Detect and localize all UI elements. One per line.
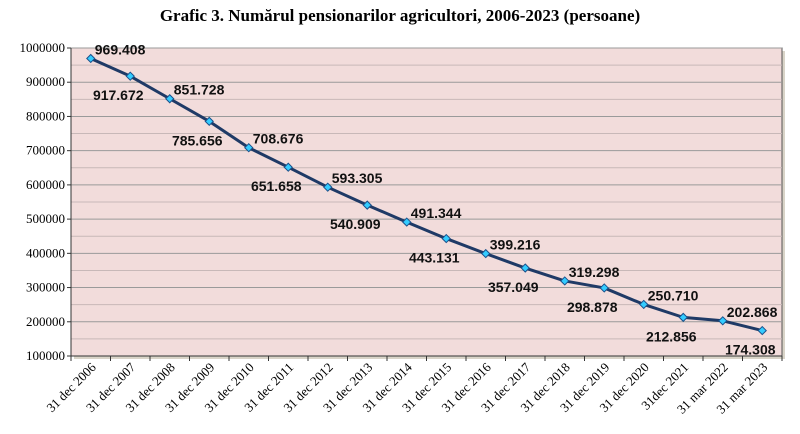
data-label: 174.308 — [725, 342, 776, 358]
data-label: 917.672 — [93, 87, 144, 103]
data-label: 540.909 — [330, 216, 381, 232]
data-label: 399.216 — [490, 237, 541, 253]
data-label: 443.131 — [409, 250, 460, 266]
data-label: 593.305 — [332, 170, 383, 186]
data-label: 851.728 — [174, 82, 225, 98]
data-point — [757, 325, 767, 336]
y-tick-label: 200000 — [26, 314, 65, 329]
data-point — [599, 283, 609, 293]
data-label: 708.676 — [253, 131, 304, 147]
y-tick-label: 900000 — [26, 74, 65, 89]
data-point — [639, 299, 649, 310]
y-tick-label: 700000 — [26, 143, 65, 158]
data-point — [362, 200, 372, 210]
data-point — [283, 162, 293, 172]
data-point — [520, 263, 530, 273]
series-line — [90, 57, 763, 333]
data-point — [323, 182, 333, 192]
data-label: 250.710 — [648, 287, 699, 303]
data-point — [481, 248, 491, 259]
data-point — [718, 316, 728, 326]
data-point — [244, 142, 254, 153]
data-label: 785.656 — [172, 132, 223, 148]
data-label: 491.344 — [411, 205, 462, 221]
data-point — [86, 53, 96, 64]
data-point — [204, 116, 214, 127]
data-label: 651.658 — [251, 178, 302, 194]
y-tick-label: 800000 — [26, 108, 65, 123]
data-label: 212.856 — [646, 328, 697, 344]
data-label: 969.408 — [95, 41, 146, 57]
y-tick-label: 500000 — [26, 211, 65, 226]
data-point — [125, 71, 135, 81]
y-tick-label: 300000 — [26, 280, 65, 295]
data-point — [165, 94, 175, 104]
data-point — [441, 233, 451, 244]
y-tick-label: 1000000 — [20, 40, 66, 55]
data-point — [678, 312, 688, 323]
y-tick-label: 400000 — [26, 245, 65, 260]
data-label: 319.298 — [569, 264, 620, 280]
data-label: 298.878 — [567, 299, 618, 315]
data-label: 202.868 — [727, 304, 778, 320]
data-label: 357.049 — [488, 279, 539, 295]
data-point — [402, 217, 412, 227]
y-tick-label: 600000 — [26, 177, 65, 192]
data-point — [560, 276, 570, 286]
y-tick-label: 100000 — [26, 348, 65, 363]
chart-title: Grafic 3. Numărul pensionarilor agricult… — [159, 6, 641, 25]
